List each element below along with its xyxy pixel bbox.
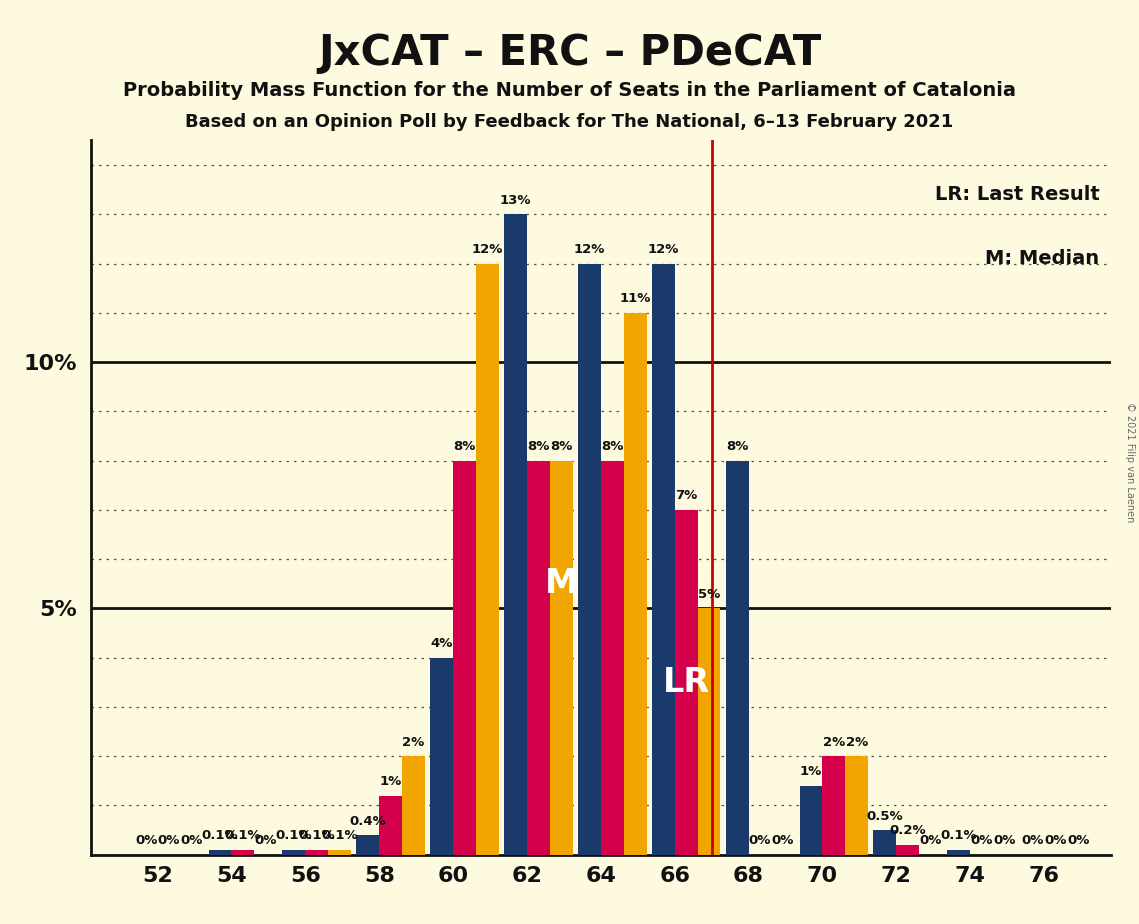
- Text: M: Median: M: Median: [985, 249, 1099, 268]
- Text: 0.1%: 0.1%: [276, 830, 312, 843]
- Text: 0.1%: 0.1%: [224, 830, 261, 843]
- Text: 2%: 2%: [402, 736, 425, 748]
- Bar: [624, 313, 647, 855]
- Bar: [674, 510, 697, 855]
- Bar: [874, 830, 896, 855]
- Text: 0%: 0%: [181, 834, 203, 847]
- Bar: [505, 214, 527, 855]
- Text: 4%: 4%: [431, 638, 453, 650]
- Text: 8%: 8%: [527, 440, 550, 454]
- Text: 0%: 0%: [1044, 834, 1067, 847]
- Text: 0%: 0%: [255, 834, 277, 847]
- Bar: [402, 756, 425, 855]
- Bar: [697, 608, 721, 855]
- Bar: [800, 785, 822, 855]
- Text: Probability Mass Function for the Number of Seats in the Parliament of Catalonia: Probability Mass Function for the Number…: [123, 81, 1016, 101]
- Text: Based on an Opinion Poll by Feedback for The National, 6–13 February 2021: Based on an Opinion Poll by Feedback for…: [186, 113, 953, 130]
- Bar: [328, 850, 351, 855]
- Text: M: M: [544, 567, 577, 601]
- Text: 0.1%: 0.1%: [321, 830, 358, 843]
- Text: 0%: 0%: [134, 834, 157, 847]
- Text: 1%: 1%: [800, 765, 822, 778]
- Text: 0%: 0%: [1067, 834, 1090, 847]
- Text: 2%: 2%: [822, 736, 845, 748]
- Text: 12%: 12%: [574, 243, 605, 256]
- Text: 0.5%: 0.5%: [867, 809, 903, 822]
- Bar: [652, 263, 674, 855]
- Bar: [726, 461, 748, 855]
- Bar: [527, 461, 550, 855]
- Text: 0.4%: 0.4%: [350, 815, 386, 828]
- Bar: [822, 756, 845, 855]
- Text: 1%: 1%: [379, 775, 402, 788]
- Bar: [600, 461, 624, 855]
- Text: 0%: 0%: [993, 834, 1016, 847]
- Bar: [453, 461, 476, 855]
- Text: 5%: 5%: [698, 588, 720, 601]
- Text: 0%: 0%: [970, 834, 993, 847]
- Text: 2%: 2%: [845, 736, 868, 748]
- Text: LR: Last Result: LR: Last Result: [935, 185, 1099, 204]
- Text: 8%: 8%: [550, 440, 573, 454]
- Text: 0.2%: 0.2%: [890, 824, 926, 837]
- Bar: [231, 850, 254, 855]
- Bar: [845, 756, 868, 855]
- Text: 8%: 8%: [726, 440, 748, 454]
- Text: LR: LR: [663, 666, 710, 699]
- Text: 12%: 12%: [472, 243, 503, 256]
- Bar: [550, 461, 573, 855]
- Bar: [476, 263, 499, 855]
- Text: 0%: 0%: [748, 834, 771, 847]
- Bar: [282, 850, 305, 855]
- Text: 11%: 11%: [620, 293, 650, 306]
- Bar: [357, 835, 379, 855]
- Text: 0.1%: 0.1%: [298, 830, 335, 843]
- Bar: [431, 658, 453, 855]
- Text: 0%: 0%: [919, 834, 942, 847]
- Text: 12%: 12%: [648, 243, 679, 256]
- Text: 0%: 0%: [158, 834, 180, 847]
- Text: 0%: 0%: [1022, 834, 1043, 847]
- Bar: [948, 850, 970, 855]
- Text: 8%: 8%: [453, 440, 476, 454]
- Bar: [577, 263, 601, 855]
- Text: © 2021 Filip van Laenen: © 2021 Filip van Laenen: [1125, 402, 1134, 522]
- Text: 0.1%: 0.1%: [202, 830, 238, 843]
- Bar: [379, 796, 402, 855]
- Bar: [305, 850, 328, 855]
- Text: 0.1%: 0.1%: [941, 830, 977, 843]
- Text: 0%: 0%: [772, 834, 794, 847]
- Text: 8%: 8%: [601, 440, 623, 454]
- Text: 7%: 7%: [675, 490, 697, 503]
- Text: 13%: 13%: [500, 194, 531, 207]
- Bar: [208, 850, 231, 855]
- Bar: [896, 845, 919, 855]
- Text: JxCAT – ERC – PDeCAT: JxCAT – ERC – PDeCAT: [318, 32, 821, 74]
